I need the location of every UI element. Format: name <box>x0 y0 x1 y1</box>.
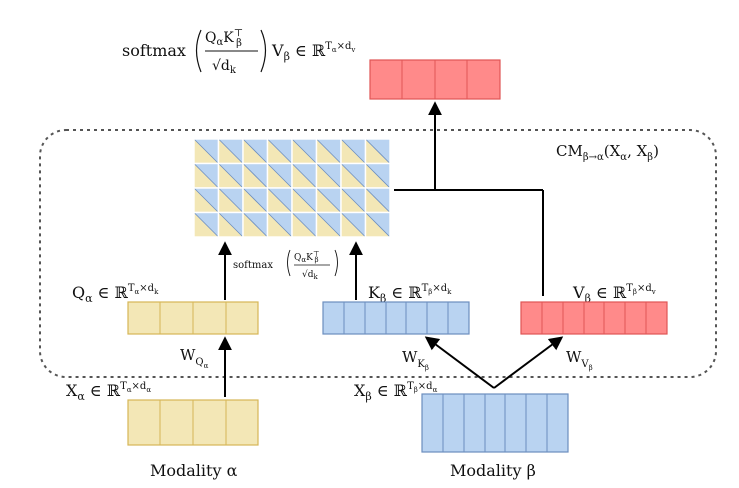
attention-cell-diagonal <box>242 138 268 164</box>
attention-cell-diagonal <box>291 187 317 213</box>
attention-cell-diagonal <box>340 163 366 189</box>
svg-text:QαK⊤β: QαK⊤ β <box>294 250 319 264</box>
wk-arrow <box>424 336 495 389</box>
attention-cell-diagonal <box>242 187 268 213</box>
attention-matrix <box>193 138 391 238</box>
attention-cell-diagonal <box>316 212 342 238</box>
wv-label: WVβ <box>566 348 593 372</box>
attention-cell-diagonal <box>365 138 391 164</box>
attention-cell-border <box>364 211 391 238</box>
attention-cell-diagonal <box>218 212 244 238</box>
attention-cell-diagonal <box>316 163 342 189</box>
svg-text:QαK⊤β: QαK⊤ β <box>205 28 243 49</box>
v-beta-vector <box>520 301 668 335</box>
attention-cell-diagonal <box>193 212 219 238</box>
attention-cell-diagonal <box>267 212 293 238</box>
crossmodal-block <box>39 129 717 378</box>
attention-cell-diagonal <box>316 187 342 213</box>
attention-cell-diagonal <box>365 212 391 238</box>
modality-beta-label: Modality β <box>450 461 536 480</box>
svg-text:Vβ ∈ ℝTα×dv: Vβ ∈ ℝTα×dv <box>271 41 355 63</box>
attention-cell-diagonal <box>291 138 317 164</box>
attention-cell-diagonal <box>242 163 268 189</box>
output-vector <box>369 59 501 100</box>
attention-cell-diagonal <box>193 187 219 213</box>
attention-cell-diagonal <box>193 163 219 189</box>
attention-cell-diagonal <box>218 187 244 213</box>
x-alpha-label: Xα ∈ ℝTα×dα <box>66 381 151 403</box>
x-alpha-vector <box>127 399 259 446</box>
svg-text:√dk: √dk <box>302 269 319 281</box>
k-beta-label: Kβ ∈ ℝTβ×dk <box>368 283 452 305</box>
attention-cell-diagonal <box>267 187 293 213</box>
k-beta-vector <box>322 301 470 335</box>
output-formula: softmax QαK⊤ β √dk Vβ ∈ ℝTα×dv <box>122 28 355 76</box>
attention-cell-diagonal <box>365 187 391 213</box>
svg-text:√dk: √dk <box>212 58 237 76</box>
x-beta-vector <box>421 393 569 453</box>
attention-cell-diagonal <box>267 138 293 164</box>
wk-label: WKβ <box>402 348 429 372</box>
attention-cell-diagonal <box>218 138 244 164</box>
modality-alpha-label: Modality α <box>150 461 238 480</box>
attention-cell-diagonal <box>242 212 268 238</box>
attention-cell-diagonal <box>365 163 391 189</box>
attention-cell-diagonal <box>340 138 366 164</box>
block-label: CMβ→α(Xα, Xβ) <box>556 142 659 163</box>
wq-label: WQα <box>180 346 209 370</box>
attention-cell-diagonal <box>291 212 317 238</box>
attention-cell-diagonal <box>193 138 219 164</box>
q-alpha-vector <box>127 301 259 335</box>
svg-text:softmax: softmax <box>233 260 273 271</box>
attention-cell-diagonal <box>340 187 366 213</box>
attention-cell-diagonal <box>291 163 317 189</box>
wv-arrow <box>493 336 564 389</box>
attention-softmax-label: softmax QαK⊤ β √dk <box>233 249 338 281</box>
attention-cell-diagonal <box>218 163 244 189</box>
attention-cell-diagonal <box>316 138 342 164</box>
attention-cell-diagonal <box>340 212 366 238</box>
svg-text:softmax: softmax <box>122 41 186 60</box>
attention-cell-diagonal <box>267 163 293 189</box>
